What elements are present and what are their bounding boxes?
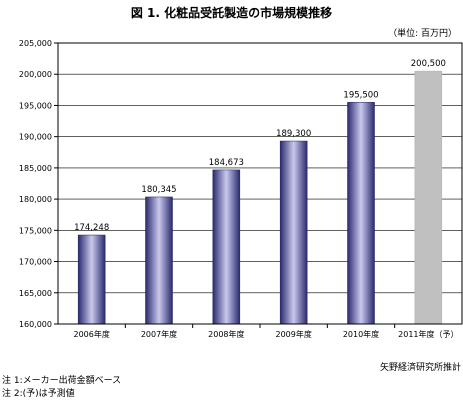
- bar-chart: 174,248 180,345 184,673 189,300 195,500 200,5…: [19, 39, 463, 339]
- y-axis-ticks: 160,000 165,000 170,000 175,000 180,000 185,0…: [19, 39, 58, 329]
- x-tick-label: 2011年度（予）: [398, 329, 458, 339]
- y-tick-label: 190,000: [19, 133, 52, 142]
- bar: [77, 234, 106, 325]
- bar: [347, 102, 375, 325]
- x-axis-ticks: 2006年度 2007年度 2008年度 2009年度 2010年度 2011年度（予）: [73, 324, 459, 339]
- x-tick-label: 2010年度: [343, 329, 379, 339]
- grid-lines: [58, 42, 462, 325]
- y-tick-label: 175,000: [19, 226, 52, 235]
- y-tick-label: 170,000: [19, 258, 52, 267]
- chart-title: 図 1. 化粧品受託製造の市場規模推移: [130, 6, 333, 20]
- value-label: 180,345: [141, 185, 176, 195]
- plot-frame: [57, 42, 463, 325]
- y-tick-label: 195,000: [19, 101, 52, 110]
- x-tick-label: 2007年度: [141, 329, 177, 339]
- bar: [212, 169, 241, 325]
- x-tick-label: 2009年度: [275, 329, 311, 339]
- bars: [77, 70, 443, 325]
- x-tick-label: 2008年度: [208, 329, 244, 339]
- footnotes: 注 1:メーカー出荷金額ベース 注 2:(予)は予測値: [2, 375, 121, 401]
- y-tick-label: 160,000: [19, 320, 52, 329]
- value-labels: 174,248 180,345 184,673 189,300 195,500 200,5…: [74, 59, 446, 233]
- source-note: 矢野経済研究所推計: [379, 363, 461, 373]
- unit-label: （単位: 百万円）: [388, 29, 457, 39]
- y-tick-label: 185,000: [19, 164, 52, 173]
- value-label: 200,500: [411, 59, 446, 69]
- footnote-2: 注 2:(予)は予測値: [2, 389, 75, 399]
- y-tick-label: 205,000: [19, 39, 52, 48]
- bar-forecast: [414, 70, 443, 325]
- x-tick-label: 2006年度: [73, 329, 109, 339]
- bar: [279, 140, 308, 325]
- value-label: 184,673: [209, 158, 244, 168]
- value-label: 174,248: [74, 223, 109, 233]
- y-tick-label: 165,000: [19, 289, 52, 298]
- value-label: 189,300: [276, 129, 311, 139]
- y-tick-label: 200,000: [19, 70, 52, 79]
- value-label: 195,500: [343, 90, 378, 100]
- y-tick-label: 180,000: [19, 195, 52, 204]
- footnote-1: 注 1:メーカー出荷金額ベース: [2, 376, 122, 386]
- bar: [145, 196, 173, 325]
